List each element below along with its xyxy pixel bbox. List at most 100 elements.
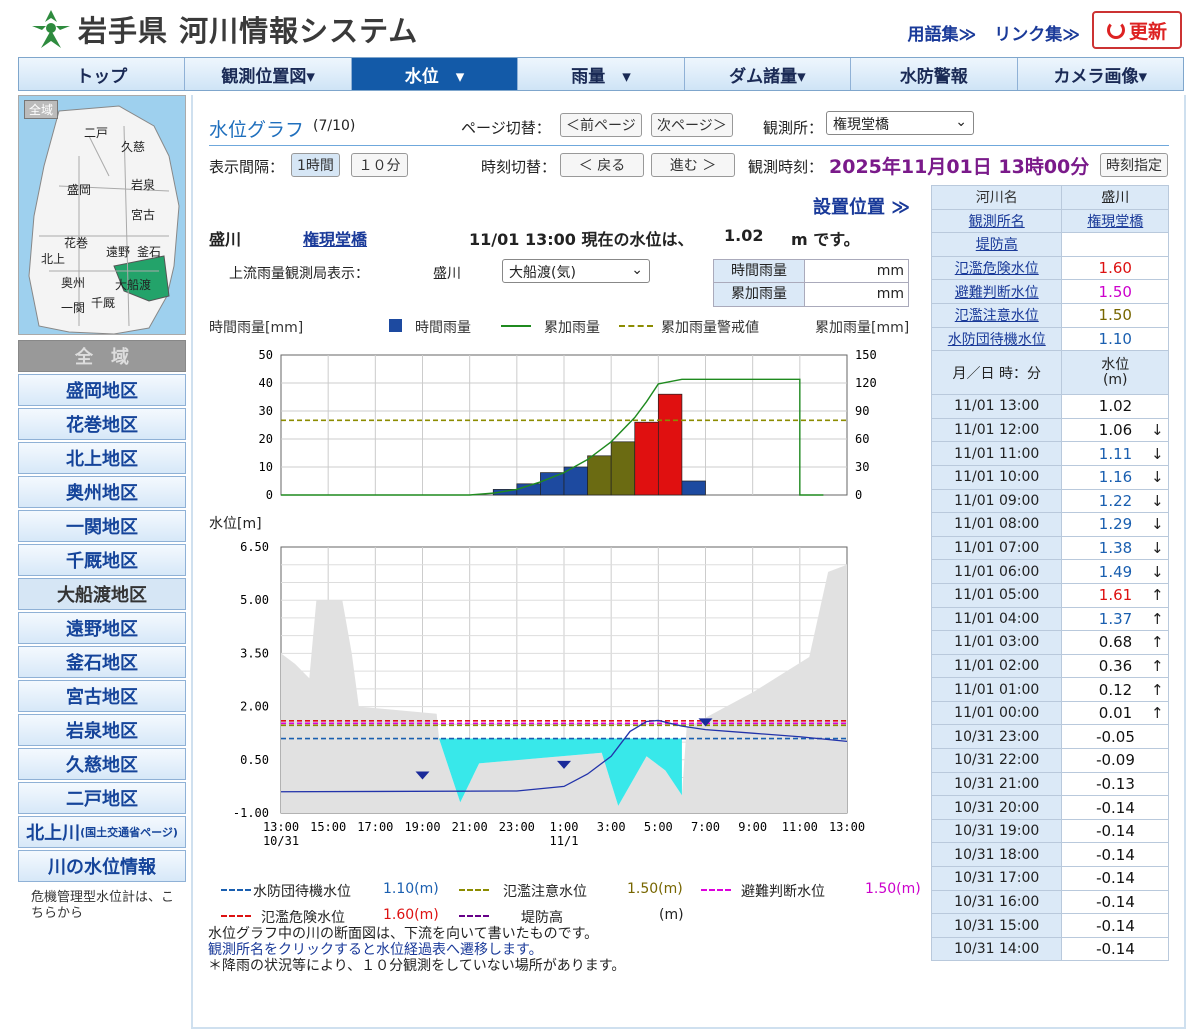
history-row: 11/01 11:00 1.11 ↓ <box>930 441 1169 466</box>
info-label[interactable]: 観測所名 <box>930 208 1063 234</box>
nav-camera[interactable]: カメラ画像▾ <box>1017 58 1183 90</box>
water-surface-marker-icon <box>557 760 571 769</box>
water-x-tick: 13:00 <box>829 820 865 834</box>
location-link[interactable]: 設置位置 ≫ <box>813 197 911 218</box>
info-value: 1.50 <box>1061 279 1169 304</box>
nav-top[interactable]: トップ <box>19 58 186 90</box>
nav-map[interactable]: 観測位置図▾ <box>185 58 352 90</box>
water-y-tick: 0.50 <box>240 753 269 767</box>
rain-y2-tick: 30 <box>855 460 869 474</box>
map-label-tono[interactable]: 遠野 <box>106 245 131 259</box>
station-select[interactable]: 権現堂橋 ⌄ <box>826 111 974 135</box>
region-ichinoseki[interactable]: 一関地区 <box>18 510 186 542</box>
history-row: 11/01 07:00 1.38 ↓ <box>930 535 1169 561</box>
trend-arrow-icon <box>1146 818 1169 844</box>
region-ninohe[interactable]: 二戸地区 <box>18 782 186 814</box>
danger-value: 1.60(m) <box>383 907 439 923</box>
info-row: 堤防高 <box>930 232 1169 257</box>
region-kamaishi[interactable]: 釜石地区 <box>18 646 186 678</box>
station-select-value: 権現堂橋 <box>833 117 889 133</box>
region-kitakami-river[interactable]: 北上川 (国土交通省ページ) <box>18 816 186 848</box>
map-label-kuji[interactable]: 久慈 <box>121 140 146 154</box>
region-ofunato[interactable]: 大船渡地区 <box>18 578 186 610</box>
info-label[interactable]: 水防団待機水位 <box>930 326 1063 352</box>
map-label-kamaishi[interactable]: 釜石 <box>137 245 162 259</box>
nav-flood-warning[interactable]: 水防警報 <box>851 58 1018 90</box>
map-label-iwaizumi[interactable]: 岩泉 <box>131 178 156 192</box>
history-row: 10/31 20:00 -0.14 <box>930 795 1169 820</box>
region-iwaizumi[interactable]: 岩泉地区 <box>18 714 186 746</box>
info-label[interactable]: 堤防高 <box>930 232 1063 257</box>
trend-arrow-icon: ↓ <box>1146 559 1169 584</box>
cum-rain-unit: mm <box>804 283 908 306</box>
caution-legend: 氾濫注意水位 <box>503 884 587 900</box>
interval-1h-button[interactable]: 1時間 <box>291 153 340 177</box>
history-row: 11/01 01:00 0.12 ↑ <box>930 677 1169 702</box>
map-label-ofunato[interactable]: 大船渡 <box>115 278 152 292</box>
history-time: 10/31 14:00 <box>930 936 1063 962</box>
info-row: 氾濫注意水位 1.50 <box>930 302 1169 328</box>
standby-legend: 水防団待機水位 <box>253 884 351 900</box>
map-label-senmaya[interactable]: 千厩 <box>91 296 116 310</box>
rain-bar <box>681 480 706 496</box>
nav-water-level[interactable]: 水位 ▾ <box>351 58 519 90</box>
upstream-label: 上流雨量観測局表示： <box>229 266 369 282</box>
upstream-station-select[interactable]: 大船渡(気) ⌄ <box>502 259 650 283</box>
forward-button[interactable]: 進む ＞ <box>651 153 735 177</box>
nav-rainfall[interactable]: 雨量 ▾ <box>518 58 685 90</box>
time-spec-button[interactable]: 時刻指定 <box>1100 153 1168 177</box>
region-oshu[interactable]: 奥州地区 <box>18 476 186 508</box>
info-value: 1.50 <box>1061 302 1169 328</box>
page-switch-label: ページ切替： <box>461 119 551 137</box>
map-label-ichinoseki[interactable]: 一関 <box>61 301 86 315</box>
crisis-gauge-note[interactable]: 危機管理型水位計は、こちらから <box>31 890 175 921</box>
info-value[interactable]: 権現堂橋 <box>1061 208 1169 234</box>
prev-page-button[interactable]: ＜前ページ <box>560 113 642 137</box>
region-morioka[interactable]: 盛岡地区 <box>18 374 186 406</box>
water-x-tick: 13:00 <box>263 820 299 834</box>
region-map[interactable]: 全域 二戸 久慈 盛岡 岩泉 宮古 花巻 北上 遠野 釜石 奥州 大船渡 一関 … <box>18 95 186 335</box>
map-label-oshu[interactable]: 奥州 <box>61 276 86 290</box>
history-row: 10/31 18:00 -0.14 <box>930 842 1169 868</box>
warning-legend: 累加雨量警戒値 <box>661 320 759 336</box>
info-label[interactable]: 避難判断水位 <box>930 279 1063 304</box>
info-label[interactable]: 氾濫注意水位 <box>930 302 1063 328</box>
region-hanamaki[interactable]: 花巻地区 <box>18 408 186 440</box>
history-time: 11/01 10:00 <box>930 464 1063 490</box>
nav-dam[interactable]: ダム諸量▾ <box>684 58 852 90</box>
region-kitakami[interactable]: 北上地区 <box>18 442 186 474</box>
map-label-morioka[interactable]: 盛岡 <box>67 183 92 197</box>
station-link[interactable]: 権現堂橋 <box>303 230 368 249</box>
rain-bar <box>540 472 565 496</box>
region-miyako[interactable]: 宮古地区 <box>18 680 186 712</box>
region-water-level-info[interactable]: 川の水位情報 <box>18 850 186 882</box>
links-link[interactable]: リンク集≫ <box>994 25 1080 45</box>
water-x-tick: 15:00 <box>310 820 346 834</box>
rain-y-tick: 20 <box>259 432 273 446</box>
region-senmaya[interactable]: 千厩地区 <box>18 544 186 576</box>
region-kuji[interactable]: 久慈地区 <box>18 748 186 780</box>
region-tono[interactable]: 遠野地区 <box>18 612 186 644</box>
glossary-link[interactable]: 用語集≫ <box>907 25 977 45</box>
map-label-kitakami[interactable]: 北上 <box>41 252 66 266</box>
caution-swatch <box>459 889 489 891</box>
cum-rain-line <box>281 378 824 496</box>
rain-y-tick: 50 <box>259 348 273 362</box>
next-page-button[interactable]: 次ページ＞ <box>651 113 733 137</box>
interval-10m-button[interactable]: １０分 <box>351 153 408 177</box>
update-button[interactable]: 更新 <box>1092 11 1182 49</box>
note-click-station[interactable]: 観測所名をクリックすると水位経過表へ遷移します。 <box>208 942 543 958</box>
map-label-hanamaki[interactable]: 花巻 <box>64 236 89 250</box>
history-level: -0.14 <box>1061 795 1147 820</box>
rain-right-axis-label: 累加雨量[mm] <box>815 320 910 336</box>
map-label-miyako[interactable]: 宮古 <box>131 208 156 222</box>
map-label-ninohe[interactable]: 二戸 <box>84 126 109 140</box>
info-label[interactable]: 氾濫危険水位 <box>930 255 1063 281</box>
iwate-map-shape <box>28 105 180 334</box>
header-links: 用語集≫ リンク集≫ <box>895 20 1080 45</box>
evac-swatch <box>701 889 731 891</box>
back-button[interactable]: ＜ 戻る <box>560 153 644 177</box>
region-all-button[interactable]: 全 域 <box>18 340 186 372</box>
map-all-button[interactable]: 全域 <box>24 100 59 119</box>
